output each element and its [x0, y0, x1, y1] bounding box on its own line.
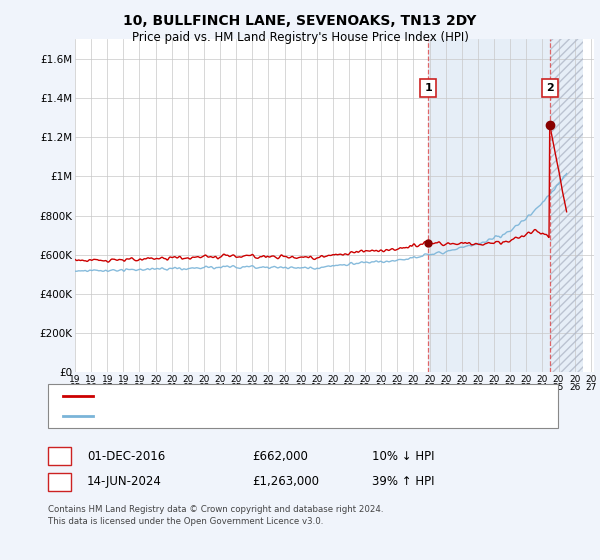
Bar	[428, 39, 583, 372]
Text: 10, BULLFINCH LANE, SEVENOAKS, TN13 2DY: 10, BULLFINCH LANE, SEVENOAKS, TN13 2DY	[124, 14, 476, 28]
Text: £1,263,000: £1,263,000	[252, 475, 319, 488]
Text: 01-DEC-2016: 01-DEC-2016	[87, 450, 165, 463]
Text: 1: 1	[424, 83, 432, 93]
Text: 39% ↑ HPI: 39% ↑ HPI	[372, 475, 434, 488]
Text: Price paid vs. HM Land Registry's House Price Index (HPI): Price paid vs. HM Land Registry's House …	[131, 31, 469, 44]
Text: 2: 2	[55, 475, 64, 488]
Text: 2: 2	[546, 83, 554, 93]
Text: 14-JUN-2024: 14-JUN-2024	[87, 475, 162, 488]
Bar	[550, 39, 583, 372]
Text: Contains HM Land Registry data © Crown copyright and database right 2024.
This d: Contains HM Land Registry data © Crown c…	[48, 505, 383, 526]
Text: 10, BULLFINCH LANE, SEVENOAKS, TN13 2DY (detached house): 10, BULLFINCH LANE, SEVENOAKS, TN13 2DY …	[99, 391, 429, 401]
Text: 10% ↓ HPI: 10% ↓ HPI	[372, 450, 434, 463]
Text: 1: 1	[55, 450, 64, 463]
Text: £662,000: £662,000	[252, 450, 308, 463]
Text: HPI: Average price, detached house, Sevenoaks: HPI: Average price, detached house, Seve…	[99, 411, 349, 421]
